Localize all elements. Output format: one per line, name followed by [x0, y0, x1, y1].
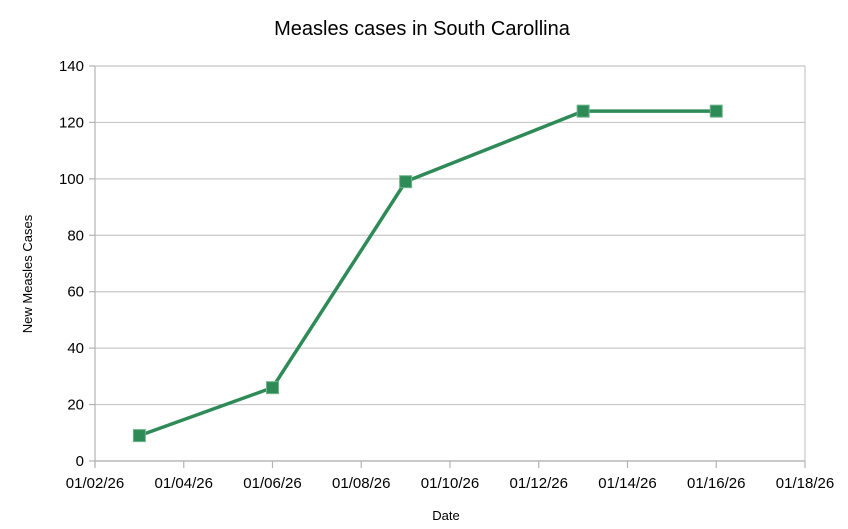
- data-point: [132, 429, 146, 443]
- x-tick-label: 01/12/26: [510, 475, 568, 492]
- gridlines: [95, 65, 806, 462]
- axes: [94, 66, 805, 467]
- x-tick-label: 01/08/26: [332, 475, 390, 492]
- y-tick-label: 80: [67, 227, 84, 244]
- x-tick-label: 01/14/26: [598, 475, 656, 492]
- x-tick-label: 01/10/26: [421, 475, 479, 492]
- y-axis-ticks: 0 20 40 60 80 100 120 140: [59, 58, 95, 470]
- y-tick-label: 120: [59, 114, 84, 131]
- data-point: [576, 104, 590, 118]
- y-tick-label: 40: [67, 340, 84, 357]
- y-tick-label: 100: [59, 171, 84, 188]
- y-tick-label: 0: [76, 453, 84, 470]
- x-tick-label: 01/06/26: [243, 475, 301, 492]
- y-tick-label: 140: [59, 58, 84, 75]
- x-axis-ticks: 01/02/26 01/04/26 01/06/26 01/08/26 01/10/26…: [66, 461, 834, 492]
- data-point: [266, 381, 279, 395]
- x-tick-label: 01/04/26: [155, 475, 213, 492]
- series-line: [138, 109, 717, 438]
- data-point: [399, 175, 413, 189]
- x-tick-label: 01/16/26: [687, 475, 745, 492]
- y-tick-label: 20: [67, 397, 84, 414]
- data-point: [709, 104, 723, 118]
- chart-title: Measles cases in South Carollina: [274, 18, 571, 40]
- x-tick-label: 01/18/26: [776, 475, 834, 492]
- x-tick-label: 01/02/26: [66, 475, 124, 492]
- series: [132, 104, 723, 443]
- y-tick-label: 60: [67, 284, 84, 301]
- x-axis-label: Date: [432, 508, 459, 523]
- y-axis-label: New Measles Cases: [20, 214, 35, 333]
